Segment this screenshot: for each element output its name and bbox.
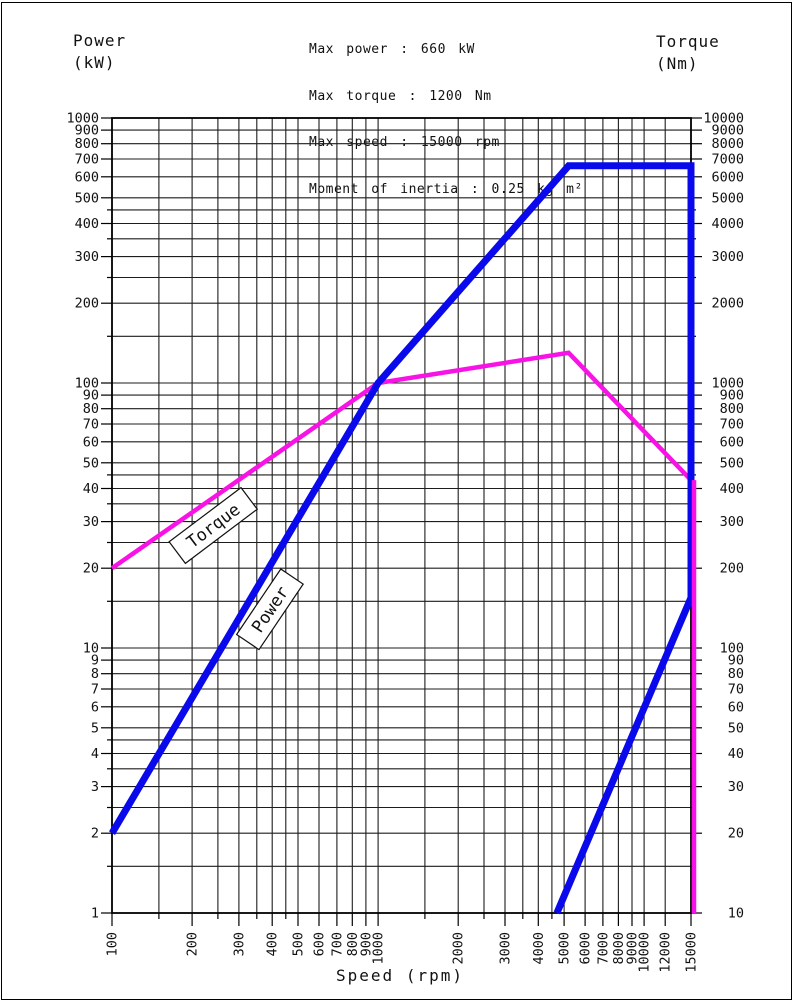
right-axis-title: Torque (Nm) [656,31,720,75]
y-left-tick-label: 1 [91,906,99,922]
x-tick-label: 200 [185,932,201,956]
x-tick-label: 400 [265,932,281,956]
x-tick-label: 5000 [557,932,573,965]
x-axis-title: Speed (rpm) [336,966,464,985]
y-left-tick-label: 8 [91,666,99,682]
y-right-tick-label: 6000 [711,169,744,185]
left-axis-title-name: Power [73,31,127,50]
y-right-tick-label: 4000 [711,216,744,232]
y-right-tick-label: 3000 [711,249,744,265]
spec-header: Max power : 660 kW Max torque : 1200 Nm … [309,11,583,228]
y-left-tick-label: 50 [83,455,99,471]
y-left-tick-label: 70 [83,417,99,433]
y-left-tick-label: 60 [83,434,99,450]
y-left-tick-label: 2 [91,826,99,842]
y-right-tick-label: 500 [720,455,744,471]
y-right-tick-label: 700 [720,417,744,433]
spec-max-torque: Max torque : 1200 Nm [309,88,492,104]
y-right-tick-label: 7000 [711,152,744,168]
y-left-tick-label: 3 [91,779,99,795]
y-left-tick-label: 700 [75,152,99,168]
y-left-tick-label: 7 [91,682,99,698]
y-right-tick-label: 80 [728,666,744,682]
x-tick-label: 600 [312,932,328,956]
y-right-tick-label: 900 [720,388,744,404]
x-tick-label: 100 [105,932,121,956]
power-label-box [235,568,305,651]
y-right-tick-label: 10 [728,906,744,922]
torque-curve [110,350,693,571]
x-tick-label: 800 [345,932,361,956]
right-axis-title-name: Torque [656,32,720,51]
y-right-tick-label: 20 [728,826,744,842]
y-left-tick-label: 300 [75,249,99,265]
x-tick-label: 12000 [658,932,674,973]
y-left-tick-label: 200 [75,296,99,312]
y-left-tick-label: 9 [91,653,99,669]
y-right-tick-label: 1000 [711,376,744,392]
y-right-tick-label: 5000 [711,190,744,206]
x-tick-label: 3000 [498,932,514,965]
y-left-tick-label: 30 [83,514,99,530]
y-right-tick-label: 70 [728,682,744,698]
x-tick-label: 4000 [531,932,547,965]
y-right-tick-label: 9000 [711,123,744,139]
y-left-tick-label: 100 [75,376,99,392]
y-right-tick-label: 30 [728,779,744,795]
y-left-tick-label: 40 [83,481,99,497]
torque-label-box [168,486,259,565]
y-left-tick-label: 800 [75,136,99,152]
x-tick-label: 900 [358,932,374,956]
y-right-tick-label: 40 [728,746,744,762]
y-right-tick-label: 100 [720,641,744,657]
left-axis-title: Power (kW) [73,30,126,74]
y-right-tick-label: 400 [720,481,744,497]
x-tick-label: 7000 [595,932,611,965]
y-right-tick-label: 60 [728,699,744,715]
y-right-tick-label: 50 [728,720,744,736]
power-curve [108,162,695,915]
x-tick-label: 15000 [684,932,700,973]
y-right-tick-label: 8000 [711,136,744,152]
spec-max-speed: Max speed : 15000 rpm [309,135,500,150]
y-left-tick-label: 90 [83,388,99,404]
y-right-tick-label: 2000 [711,296,744,312]
x-tick-label: 2000 [451,932,467,965]
y-right-tick-label: 10000 [703,111,744,127]
x-tick-label: 500 [291,932,307,956]
y-left-tick-label: 20 [83,561,99,577]
y-left-tick-label: 80 [83,401,99,417]
spec-max-power: Max power : 660 kW [309,42,475,57]
y-left-tick-label: 10 [83,641,99,657]
y-right-tick-label: 300 [720,514,744,530]
y-left-tick-label: 1000 [66,111,99,127]
x-tick-label: 8000 [611,932,627,965]
y-right-tick-label: 800 [720,401,744,417]
y-left-tick-label: 4 [91,746,99,762]
y-left-tick-label: 900 [75,123,99,139]
y-left-tick-label: 400 [75,216,99,232]
x-tick-label: 6000 [578,932,594,965]
x-tick-label: 10000 [637,932,653,973]
y-right-tick-label: 200 [720,561,744,577]
left-axis-title-unit: (kW) [73,53,116,72]
x-tick-label: 700 [329,932,345,956]
x-tick-label: 9000 [625,932,641,965]
x-tick-label: 1000 [371,932,387,965]
y-right-tick-label: 600 [720,434,744,450]
y-left-tick-label: 6 [91,699,99,715]
x-tick-label: 300 [231,932,247,956]
y-right-tick-label: 90 [728,653,744,669]
y-left-tick-label: 5 [91,720,99,736]
right-axis-title-unit: (Nm) [656,54,699,73]
y-left-tick-label: 500 [75,190,99,206]
y-left-tick-label: 600 [75,169,99,185]
